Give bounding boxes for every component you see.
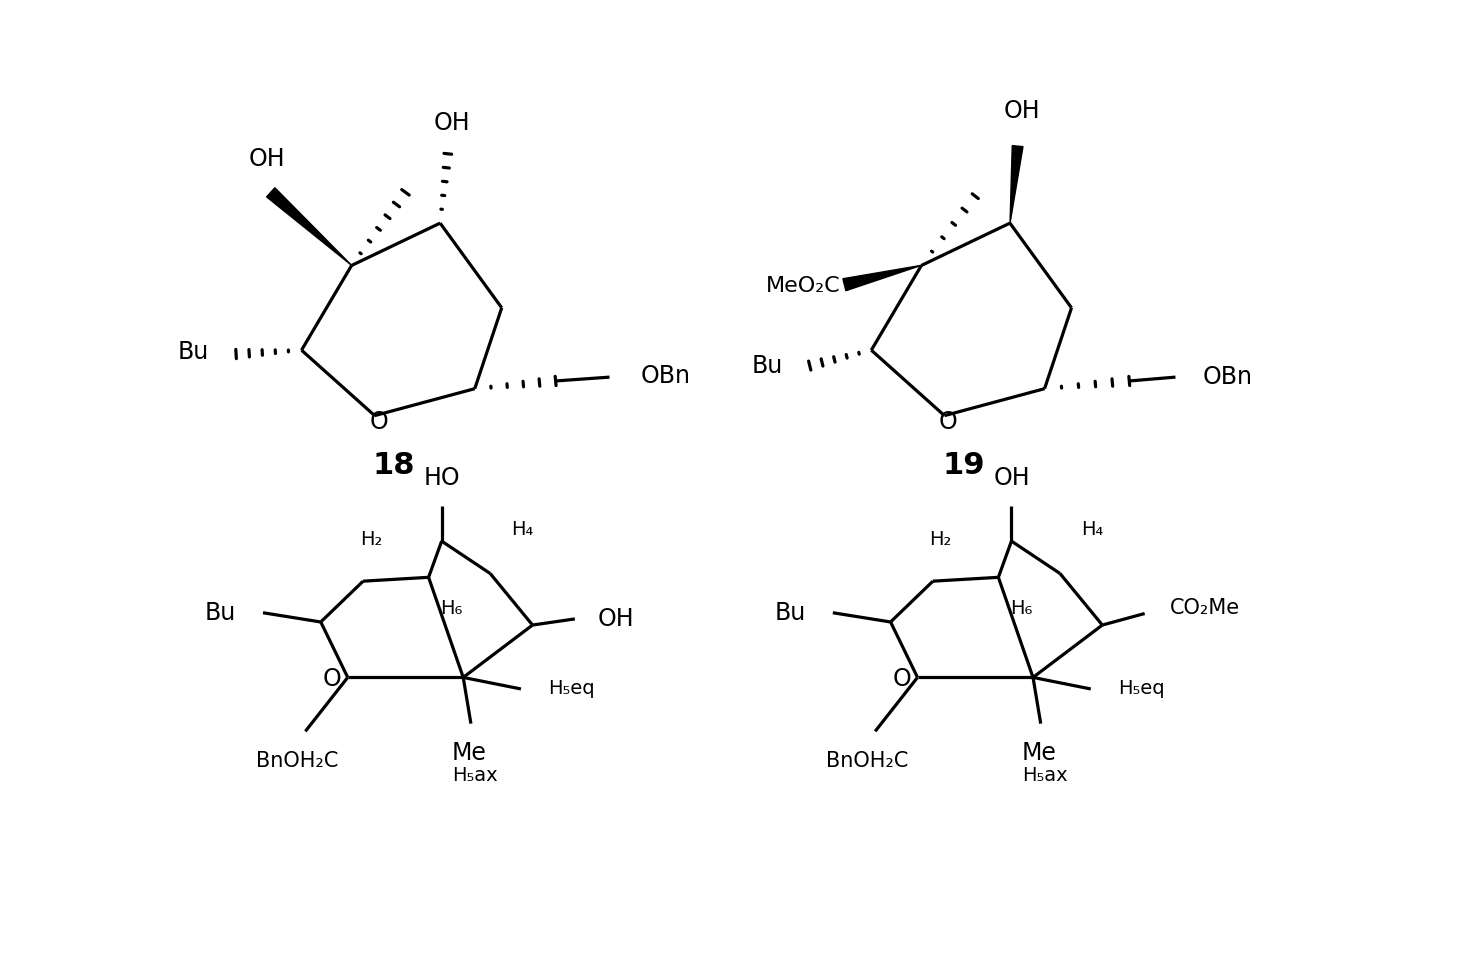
Text: H₅eq: H₅eq: [549, 679, 595, 699]
Text: MeO₂C: MeO₂C: [766, 276, 840, 296]
Text: Me: Me: [1021, 741, 1056, 765]
Text: O: O: [322, 667, 341, 691]
Text: Bu: Bu: [178, 340, 209, 364]
Text: H₆: H₆: [441, 599, 463, 618]
Text: 19: 19: [943, 451, 985, 480]
Text: OH: OH: [433, 111, 470, 135]
Text: 18: 18: [372, 451, 416, 480]
Polygon shape: [267, 187, 352, 265]
Text: BnOH₂C: BnOH₂C: [257, 751, 338, 771]
Text: OBn: OBn: [1202, 365, 1252, 389]
Text: H₄: H₄: [512, 520, 534, 539]
Text: CO₂Me: CO₂Me: [1170, 598, 1240, 618]
Text: H₂: H₂: [359, 530, 382, 549]
Text: H₂: H₂: [929, 530, 951, 549]
Polygon shape: [843, 265, 921, 290]
Text: Bu: Bu: [204, 601, 236, 625]
Text: H₅ax: H₅ax: [1021, 766, 1068, 785]
Text: Bu: Bu: [775, 601, 805, 625]
Text: H₅ax: H₅ax: [452, 766, 498, 785]
Text: H₄: H₄: [1081, 520, 1103, 539]
Text: H₅eq: H₅eq: [1118, 679, 1164, 699]
Text: H₆: H₆: [1010, 599, 1033, 618]
Text: Me: Me: [452, 741, 487, 765]
Text: BnOH₂C: BnOH₂C: [826, 751, 909, 771]
Text: O: O: [893, 667, 912, 691]
Text: O: O: [369, 409, 388, 433]
Text: OH: OH: [598, 607, 635, 631]
Text: OH: OH: [1004, 99, 1040, 123]
Text: HO: HO: [423, 465, 460, 489]
Text: OH: OH: [248, 147, 285, 171]
Polygon shape: [1010, 145, 1023, 223]
Text: OH: OH: [994, 465, 1030, 489]
Text: OBn: OBn: [641, 363, 690, 387]
Text: Bu: Bu: [751, 354, 783, 378]
Text: O: O: [940, 409, 957, 433]
